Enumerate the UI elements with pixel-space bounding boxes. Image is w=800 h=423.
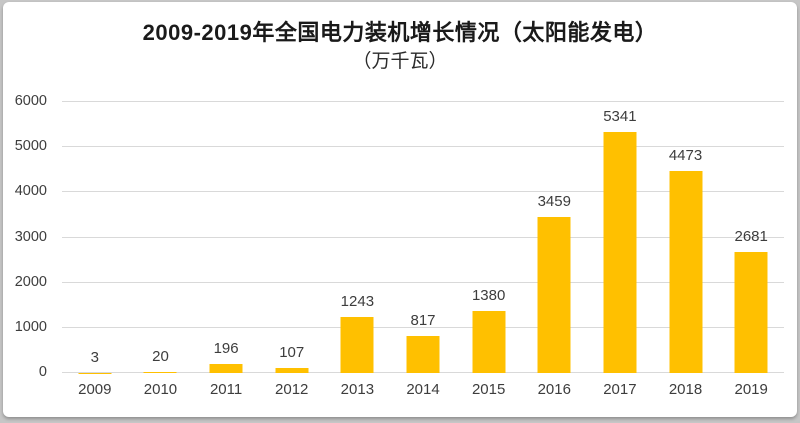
y-tick-label: 1000 xyxy=(14,318,47,335)
x-tick-label: 2017 xyxy=(603,381,637,398)
x-tick-label: 2015 xyxy=(471,381,506,398)
x-tick-label: 2011 xyxy=(209,381,243,398)
bar xyxy=(603,131,637,373)
x-tick-label: 2009 xyxy=(78,381,112,398)
chart-title: 2009-2019年全国电力装机增长情况（太阳能发电） xyxy=(142,20,658,45)
chart-subtitle: （万千瓦） xyxy=(352,51,448,72)
x-tick-label: 2018 xyxy=(668,381,703,398)
plot-area: 3 20 196 107 1243 817 1380 3459 5341 4473 2681 xyxy=(62,101,784,373)
x-tick-label: 2016 xyxy=(537,381,571,398)
gridline xyxy=(62,236,784,238)
bar xyxy=(209,364,243,373)
bar xyxy=(669,170,703,373)
gridline xyxy=(62,281,784,283)
chart-card: 2009-2019年全国电力装机增长情况（太阳能发电） （万千瓦） 0 1000 2… xyxy=(3,2,797,417)
bar-value-label: 1380 xyxy=(471,286,506,304)
y-tick-label: 6000 xyxy=(14,93,47,109)
bar-value-label: 196 xyxy=(213,340,239,358)
y-tick-label: 5000 xyxy=(14,138,47,155)
bar xyxy=(537,216,571,373)
gridline xyxy=(62,101,784,102)
bar-value-label: 1243 xyxy=(340,292,375,310)
bar-value-label: 3459 xyxy=(537,192,571,210)
gridline xyxy=(62,326,784,328)
bar xyxy=(340,316,374,373)
x-tick-label: 2010 xyxy=(143,381,178,398)
bar-value-label: 817 xyxy=(410,312,436,330)
bar-value-label: 20 xyxy=(152,348,169,366)
bar xyxy=(472,310,506,373)
bar-value-label: 2681 xyxy=(734,227,768,245)
gridline xyxy=(62,146,784,148)
bar-value-label: 107 xyxy=(279,344,305,362)
bar xyxy=(275,368,309,373)
bar xyxy=(406,336,440,373)
bar-value-label: 5341 xyxy=(603,107,637,125)
gridline xyxy=(62,191,784,193)
bar-value-label: 3 xyxy=(90,348,99,366)
y-tick-label: 0 xyxy=(38,364,47,380)
x-tick-label: 2019 xyxy=(734,381,768,398)
x-tick-label: 2014 xyxy=(406,381,440,398)
x-tick-label: 2012 xyxy=(275,381,309,398)
bar xyxy=(734,251,768,373)
y-tick-label: 2000 xyxy=(14,273,47,290)
y-tick-label: 3000 xyxy=(14,228,47,245)
y-axis: 0 1000 2000 3000 4000 5000 6000 xyxy=(3,93,53,380)
y-tick-label: 4000 xyxy=(14,183,47,200)
x-tick-label: 2013 xyxy=(340,381,375,398)
bar-value-label: 4473 xyxy=(668,146,703,164)
x-axis: 2009 2010 2011 2012 2013 2014 2015 2016 2017 2018… xyxy=(62,381,784,403)
bar xyxy=(143,372,177,373)
